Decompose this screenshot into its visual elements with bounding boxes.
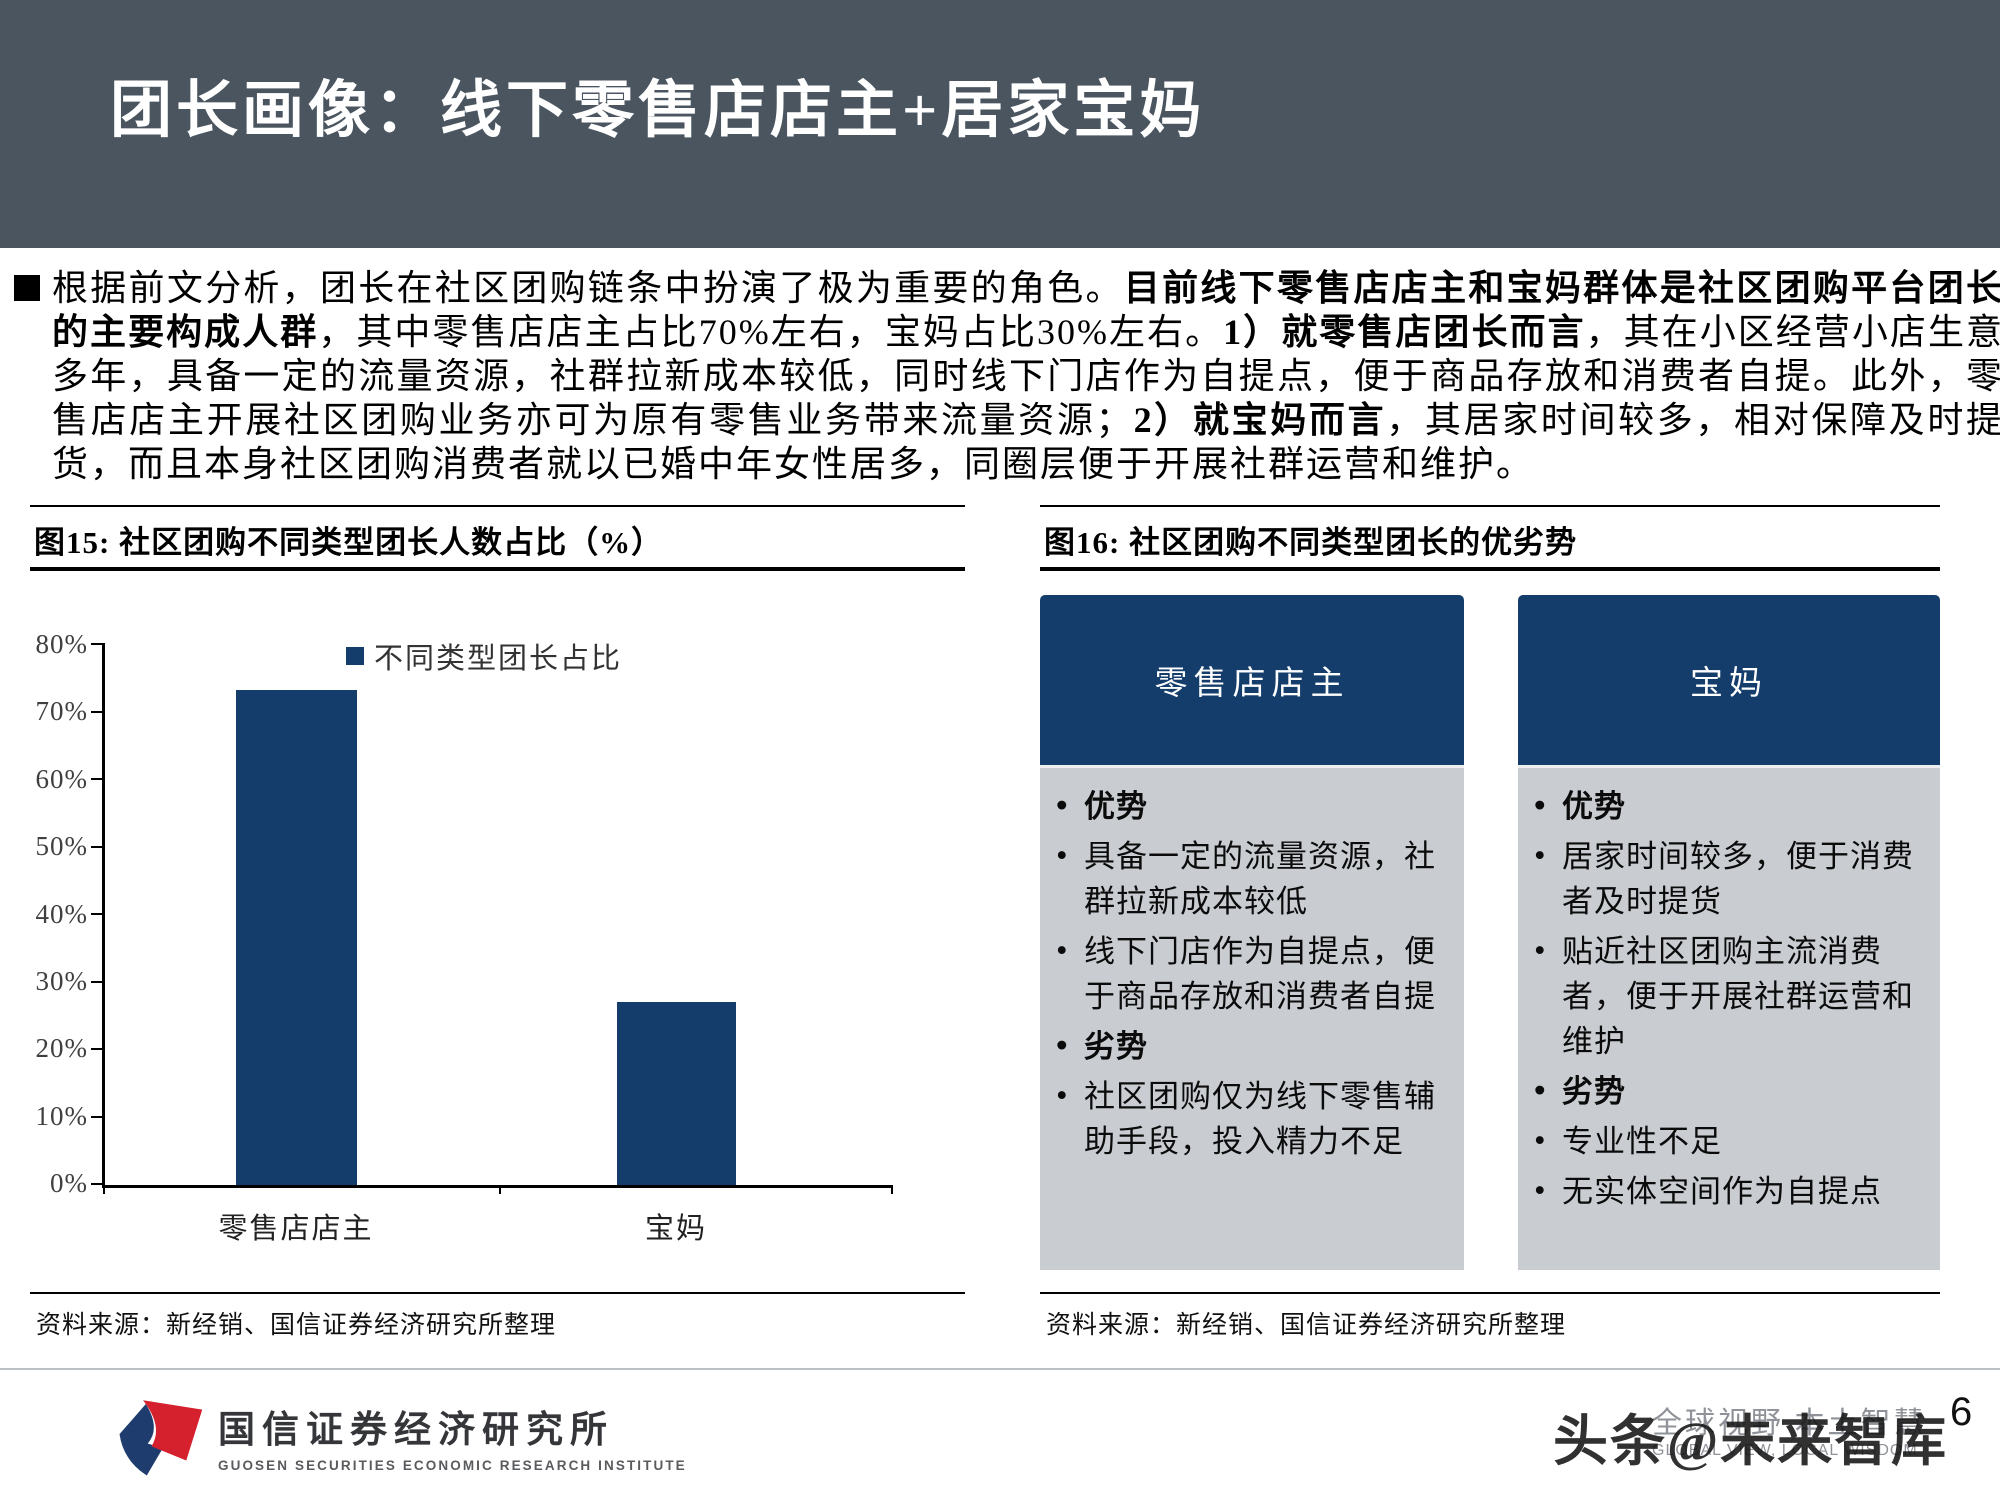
header-bar: 团长画像：线下零售店店主+居家宝妈 [0, 0, 2000, 248]
list-item: 无实体空间作为自提点 [1526, 1169, 1928, 1214]
y-axis-tickmarks [91, 643, 102, 1185]
legend-label: 不同类型团长占比 [374, 643, 623, 675]
figure-title-rule [30, 567, 965, 571]
list-item: 劣势 [1526, 1069, 1928, 1114]
figure15-title: 图15: 社区团购不同类型团长人数占比（%） [34, 525, 664, 560]
card-body: 优势 具备一定的流量资源，社群拉新成本较低 线下门店作为自提点，便于商品存放和消… [1040, 765, 1464, 1270]
figure16-title: 图16: 社区团购不同类型团长的优劣势 [1044, 525, 1578, 560]
guosen-logo-mark-icon [119, 1400, 203, 1476]
guosen-logo-text: 国信证券经济研究所 GUOSEN SECURITIES ECONOMIC RES… [218, 1399, 687, 1473]
y-tick-label: 80% [35, 629, 88, 659]
x-axis-tickmark [891, 1185, 893, 1194]
category-label: 宝妈 [644, 1213, 708, 1245]
toutiao-watermark: 头条@未来智库 [1553, 1411, 1949, 1472]
paragraph-segment: ，其中零售店店主占比70%左右，宝妈占比30%左右。 [318, 312, 1224, 352]
y-tick-label: 20% [35, 1033, 88, 1064]
figure-top-rule [30, 505, 965, 507]
category-label: 零售店店主 [218, 1213, 374, 1245]
y-tick-label: 60% [35, 763, 88, 794]
list-item: 线下门店作为自提点，便于商品存放和消费者自提 [1048, 929, 1452, 1019]
paragraph-segment: ，其在小区经营小店生意多年，具备一定的流量资源，社群拉新成本较低，同时线下门店作… [52, 312, 2000, 440]
y-axis-labels: 80% 70% 60% 50% 40% 30% 20% 10% 0% [30, 629, 88, 1199]
card-header: 零售店店主 [1040, 595, 1464, 765]
figure-bottom-rule [30, 1292, 965, 1294]
x-axis-tickmark [499, 1185, 501, 1194]
list-item: 优势 [1048, 784, 1452, 829]
card-bullet-list: 优势 居家时间较多，便于消费者及时提货 贴近社区团购主流消费者，便于开展社群运营… [1526, 784, 1928, 1214]
card-baoma: 宝妈 优势 居家时间较多，便于消费者及时提货 贴近社区团购主流消费者，便于开展社… [1518, 595, 1940, 1277]
figure16-source: 资料来源：新经销、国信证券经济研究所整理 [1046, 1312, 1567, 1339]
paragraph-segment-bold: 2）就宝妈而言 [1133, 400, 1387, 440]
bar-baoma [617, 1002, 736, 1185]
page-number: 6 [1950, 1390, 1973, 1434]
body-paragraph: 根据前文分析，团长在社区团购链条中扮演了极为重要的角色。目前线下零售店店主和宝妈… [14, 266, 2000, 486]
list-item: 专业性不足 [1526, 1119, 1928, 1164]
card-retail-owner: 零售店店主 优势 具备一定的流量资源，社群拉新成本较低 线下门店作为自提点，便于… [1040, 595, 1464, 1277]
figure-title-rule [1040, 567, 1940, 571]
figure-bottom-rule [1040, 1292, 1940, 1294]
chart-legend: 不同类型团长占比 [346, 635, 622, 677]
figure-top-rule [1040, 505, 1940, 507]
card-bullet-list: 优势 具备一定的流量资源，社群拉新成本较低 线下门店作为自提点，便于商品存放和消… [1048, 784, 1452, 1164]
paragraph-segment: ，其居家时间较多，相对保障及时提货，而且本身社区团购消费者就以已婚中年女性居多，… [52, 400, 2000, 484]
figure15-source: 资料来源：新经销、国信证券经济研究所整理 [36, 1312, 557, 1339]
figure-15: 图15: 社区团购不同类型团长人数占比（%） 80% 70% 60% 50% 4… [30, 505, 965, 1350]
slogan-cn-text: 全球视野 本土智慧 [1652, 1407, 1927, 1440]
list-item: 社区团购仅为线下零售辅助手段，投入精力不足 [1048, 1074, 1452, 1164]
card-body: 优势 居家时间较多，便于消费者及时提货 贴近社区团购主流消费者，便于开展社群运营… [1518, 765, 1940, 1270]
y-tick-label: 0% [50, 1168, 88, 1198]
chart-plot-area: 不同类型团长占比 [102, 643, 893, 1194]
y-tick-label: 10% [35, 1100, 88, 1131]
list-item: 优势 [1526, 784, 1928, 829]
list-item: 具备一定的流量资源，社群拉新成本较低 [1048, 834, 1452, 924]
list-item: 居家时间较多，便于消费者及时提货 [1526, 834, 1928, 924]
figure-16: 图16: 社区团购不同类型团长的优劣势 零售店店主 优势 具备一定的流量资源，社… [1040, 505, 1940, 1350]
paragraph-segment-bold: 1）就零售店团长而言 [1223, 312, 1586, 352]
logo-cn-text: 国信证券经济研究所 [218, 1409, 614, 1450]
guosen-logo: 国信证券经济研究所 GUOSEN SECURITIES ECONOMIC RES… [112, 1390, 687, 1482]
footer-divider [0, 1368, 2000, 1370]
legend-swatch-icon [346, 647, 364, 665]
list-item: 劣势 [1048, 1024, 1452, 1069]
page-title: 团长画像：线下零售店店主+居家宝妈 [110, 77, 1206, 145]
y-tick-label: 50% [35, 831, 88, 862]
x-axis-category-labels: 零售店店主 宝妈 [102, 1205, 890, 1245]
paragraph-segment: 根据前文分析，团长在社区团购链条中扮演了极为重要的角色。 [52, 268, 1124, 308]
y-tick-label: 40% [35, 898, 88, 929]
logo-en-text: GUOSEN SECURITIES ECONOMIC RESEARCH INST… [218, 1458, 687, 1473]
y-tick-label: 70% [35, 696, 88, 727]
list-item: 贴近社区团购主流消费者，便于开展社群运营和维护 [1526, 929, 1928, 1064]
bullet-square-icon [14, 275, 40, 301]
card-header: 宝妈 [1518, 595, 1940, 765]
slogan-en-text: GLOBAL VIEW, LOCAL WISDOM [1652, 1442, 1918, 1459]
bar-retail-owner [236, 690, 357, 1185]
y-tick-label: 30% [35, 965, 88, 996]
x-axis-tickmark [103, 1185, 105, 1194]
paragraph-segment-bold: 目前线下零售店店主和宝妈群体是社区团购平台团长的主要构成人群 [52, 268, 2000, 352]
company-slogan: 全球视野 本土智慧 GLOBAL VIEW, LOCAL WISDOM [1652, 1398, 1927, 1460]
